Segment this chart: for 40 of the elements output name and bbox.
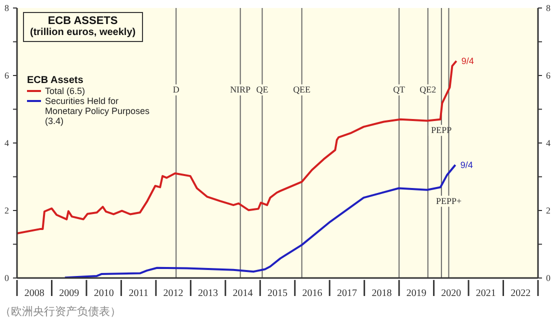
ref-line-label: QT <box>393 84 406 94</box>
x-tick-label: 2015 <box>268 288 288 299</box>
x-tick-label: 2022 <box>510 288 531 299</box>
legend-label: Total (6.5) <box>45 86 86 96</box>
x-tick-label: 2013 <box>198 288 218 299</box>
ref-line-label: PEPP+ <box>436 196 462 206</box>
ref-line-label: QE2 <box>420 84 436 94</box>
y2-tick-label: 2 <box>546 206 550 216</box>
ref-line-label: QE <box>256 84 269 94</box>
x-tick-label: 2011 <box>128 288 148 299</box>
x-tick-label: 2019 <box>406 288 426 299</box>
y2-tick-label: 6 <box>546 70 551 80</box>
x-tick-label: 2018 <box>372 288 392 299</box>
ref-line-label: D <box>172 84 180 94</box>
x-tick-label: 2020 <box>441 288 462 299</box>
x-tick-label: 2021 <box>476 288 496 299</box>
y-tick-label: 0 <box>4 273 10 283</box>
x-tick-label: 2017 <box>336 288 357 299</box>
y-tick-label: 8 <box>4 3 10 13</box>
annotation: 9/4 <box>461 56 474 66</box>
x-tick-label: 2014 <box>232 288 253 299</box>
y-tick-label: 2 <box>4 206 9 216</box>
ref-line-label: QEE <box>293 84 312 94</box>
text: （欧洲央行资产负债表） <box>0 304 121 319</box>
y-tick-label: 6 <box>4 70 10 80</box>
x-tick-label: 2012 <box>163 288 184 299</box>
y2-tick-label: 4 <box>546 138 551 148</box>
x-tick-label: 2016 <box>302 288 322 299</box>
annotation: 9/4 <box>460 160 473 170</box>
y2-tick-label: 0 <box>546 273 551 283</box>
text: ECB ASSETS <box>46 15 119 27</box>
text: (trillion euros, weekly) <box>30 27 136 39</box>
x-tick-label: 2008 <box>24 288 44 299</box>
x-tick-label: 2009 <box>59 288 80 299</box>
y2-tick-label: 8 <box>546 3 551 13</box>
y-tick-label: 4 <box>4 138 10 148</box>
legend-title: ECB Assets <box>27 75 84 86</box>
x-tick-label: 2010 <box>94 288 114 299</box>
legend-label: Securities Held for Monetary Policy Purposes (3.4) <box>45 96 151 126</box>
ref-line-label: NIRP <box>230 84 251 94</box>
